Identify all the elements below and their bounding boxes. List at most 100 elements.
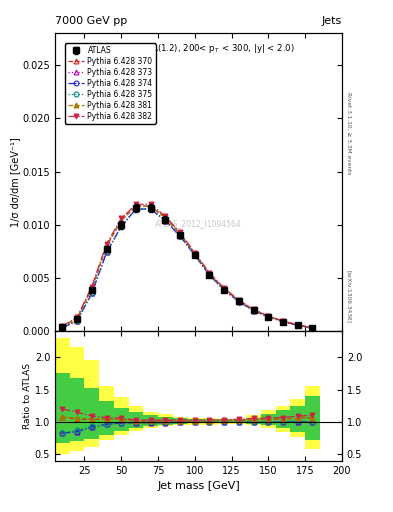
Pythia 6.428 370 <box>60 324 65 330</box>
Pythia 6.428 382 <box>119 216 123 222</box>
Line: Pythia 6.428 373: Pythia 6.428 373 <box>60 207 315 330</box>
Pythia 6.428 370 <box>296 322 300 328</box>
Pythia 6.428 382 <box>104 241 109 247</box>
Pythia 6.428 375 <box>296 322 300 328</box>
Pythia 6.428 370 <box>207 271 212 277</box>
Pythia 6.428 370 <box>134 203 138 209</box>
Pythia 6.428 375 <box>163 217 168 223</box>
Pythia 6.428 373 <box>148 206 153 212</box>
Pythia 6.428 382 <box>207 270 212 276</box>
Text: 7000 GeV pp: 7000 GeV pp <box>55 16 127 26</box>
Pythia 6.428 370 <box>193 251 197 257</box>
Text: Jet mass (CA(1.2), 200< $\mathregular{p_T}$ < 300, |y| < 2.0): Jet mass (CA(1.2), 200< $\mathregular{p_… <box>102 42 295 55</box>
Pythia 6.428 381 <box>119 217 123 223</box>
X-axis label: Jet mass [GeV]: Jet mass [GeV] <box>157 481 240 491</box>
Pythia 6.428 375 <box>90 290 94 296</box>
Pythia 6.428 373 <box>90 290 94 296</box>
Pythia 6.428 370 <box>222 286 227 292</box>
Pythia 6.428 374 <box>266 314 271 320</box>
Pythia 6.428 373 <box>251 308 256 314</box>
Pythia 6.428 382 <box>163 213 168 219</box>
Pythia 6.428 381 <box>134 203 138 209</box>
Pythia 6.428 373 <box>237 298 241 305</box>
Pythia 6.428 375 <box>75 317 79 324</box>
Pythia 6.428 370 <box>178 231 182 237</box>
Pythia 6.428 375 <box>178 233 182 239</box>
Text: Jets: Jets <box>321 16 342 26</box>
Pythia 6.428 381 <box>148 203 153 209</box>
Pythia 6.428 374 <box>281 318 285 325</box>
Pythia 6.428 373 <box>104 249 109 255</box>
Pythia 6.428 370 <box>119 218 123 224</box>
Pythia 6.428 382 <box>281 318 285 324</box>
Pythia 6.428 373 <box>163 218 168 224</box>
Pythia 6.428 374 <box>60 325 65 331</box>
Line: Pythia 6.428 381: Pythia 6.428 381 <box>60 204 315 330</box>
Pythia 6.428 374 <box>296 323 300 329</box>
Pythia 6.428 381 <box>222 286 227 292</box>
Pythia 6.428 374 <box>193 252 197 259</box>
Y-axis label: 1/σ dσ/dm [GeV⁻¹]: 1/σ dσ/dm [GeV⁻¹] <box>10 137 20 227</box>
Pythia 6.428 374 <box>90 290 94 296</box>
Pythia 6.428 382 <box>251 306 256 312</box>
Pythia 6.428 374 <box>310 325 315 331</box>
Pythia 6.428 375 <box>60 325 65 331</box>
Pythia 6.428 370 <box>75 315 79 322</box>
Pythia 6.428 382 <box>90 284 94 290</box>
Pythia 6.428 373 <box>75 318 79 324</box>
Pythia 6.428 375 <box>104 249 109 255</box>
Pythia 6.428 382 <box>148 201 153 207</box>
Pythia 6.428 374 <box>119 223 123 229</box>
Pythia 6.428 375 <box>222 287 227 293</box>
Pythia 6.428 370 <box>104 243 109 249</box>
Pythia 6.428 375 <box>119 223 123 229</box>
Pythia 6.428 382 <box>266 313 271 319</box>
Pythia 6.428 381 <box>193 250 197 257</box>
Pythia 6.428 375 <box>148 206 153 212</box>
Pythia 6.428 373 <box>281 318 285 325</box>
Pythia 6.428 382 <box>237 297 241 303</box>
Pythia 6.428 370 <box>266 313 271 319</box>
Pythia 6.428 381 <box>207 271 212 277</box>
Pythia 6.428 374 <box>222 287 227 293</box>
Pythia 6.428 381 <box>266 313 271 319</box>
Pythia 6.428 374 <box>251 308 256 314</box>
Pythia 6.428 370 <box>148 203 153 209</box>
Pythia 6.428 381 <box>310 325 315 331</box>
Pythia 6.428 381 <box>60 324 65 330</box>
Pythia 6.428 374 <box>75 318 79 324</box>
Pythia 6.428 373 <box>310 325 315 331</box>
Pythia 6.428 373 <box>60 325 65 331</box>
Pythia 6.428 375 <box>134 206 138 212</box>
Pythia 6.428 381 <box>104 243 109 249</box>
Pythia 6.428 381 <box>281 318 285 324</box>
Pythia 6.428 381 <box>296 322 300 328</box>
Pythia 6.428 381 <box>90 285 94 291</box>
Pythia 6.428 382 <box>296 322 300 328</box>
Pythia 6.428 375 <box>281 318 285 325</box>
Pythia 6.428 381 <box>75 315 79 322</box>
Pythia 6.428 381 <box>163 215 168 221</box>
Pythia 6.428 370 <box>90 286 94 292</box>
Pythia 6.428 374 <box>237 298 241 305</box>
Pythia 6.428 370 <box>163 215 168 221</box>
Pythia 6.428 382 <box>310 325 315 331</box>
Text: [arXiv:1306.3436]: [arXiv:1306.3436] <box>347 270 352 324</box>
Pythia 6.428 381 <box>237 297 241 304</box>
Pythia 6.428 382 <box>75 314 79 321</box>
Pythia 6.428 375 <box>237 298 241 305</box>
Pythia 6.428 375 <box>310 325 315 331</box>
Pythia 6.428 370 <box>281 318 285 324</box>
Pythia 6.428 375 <box>251 307 256 313</box>
Pythia 6.428 374 <box>104 249 109 255</box>
Pythia 6.428 381 <box>251 307 256 313</box>
Line: Pythia 6.428 375: Pythia 6.428 375 <box>60 206 315 330</box>
Pythia 6.428 381 <box>178 231 182 237</box>
Pythia 6.428 375 <box>207 272 212 278</box>
Pythia 6.428 375 <box>193 252 197 258</box>
Pythia 6.428 374 <box>148 206 153 212</box>
Pythia 6.428 374 <box>178 233 182 239</box>
Pythia 6.428 373 <box>266 314 271 320</box>
Pythia 6.428 370 <box>310 325 315 331</box>
Pythia 6.428 382 <box>60 323 65 329</box>
